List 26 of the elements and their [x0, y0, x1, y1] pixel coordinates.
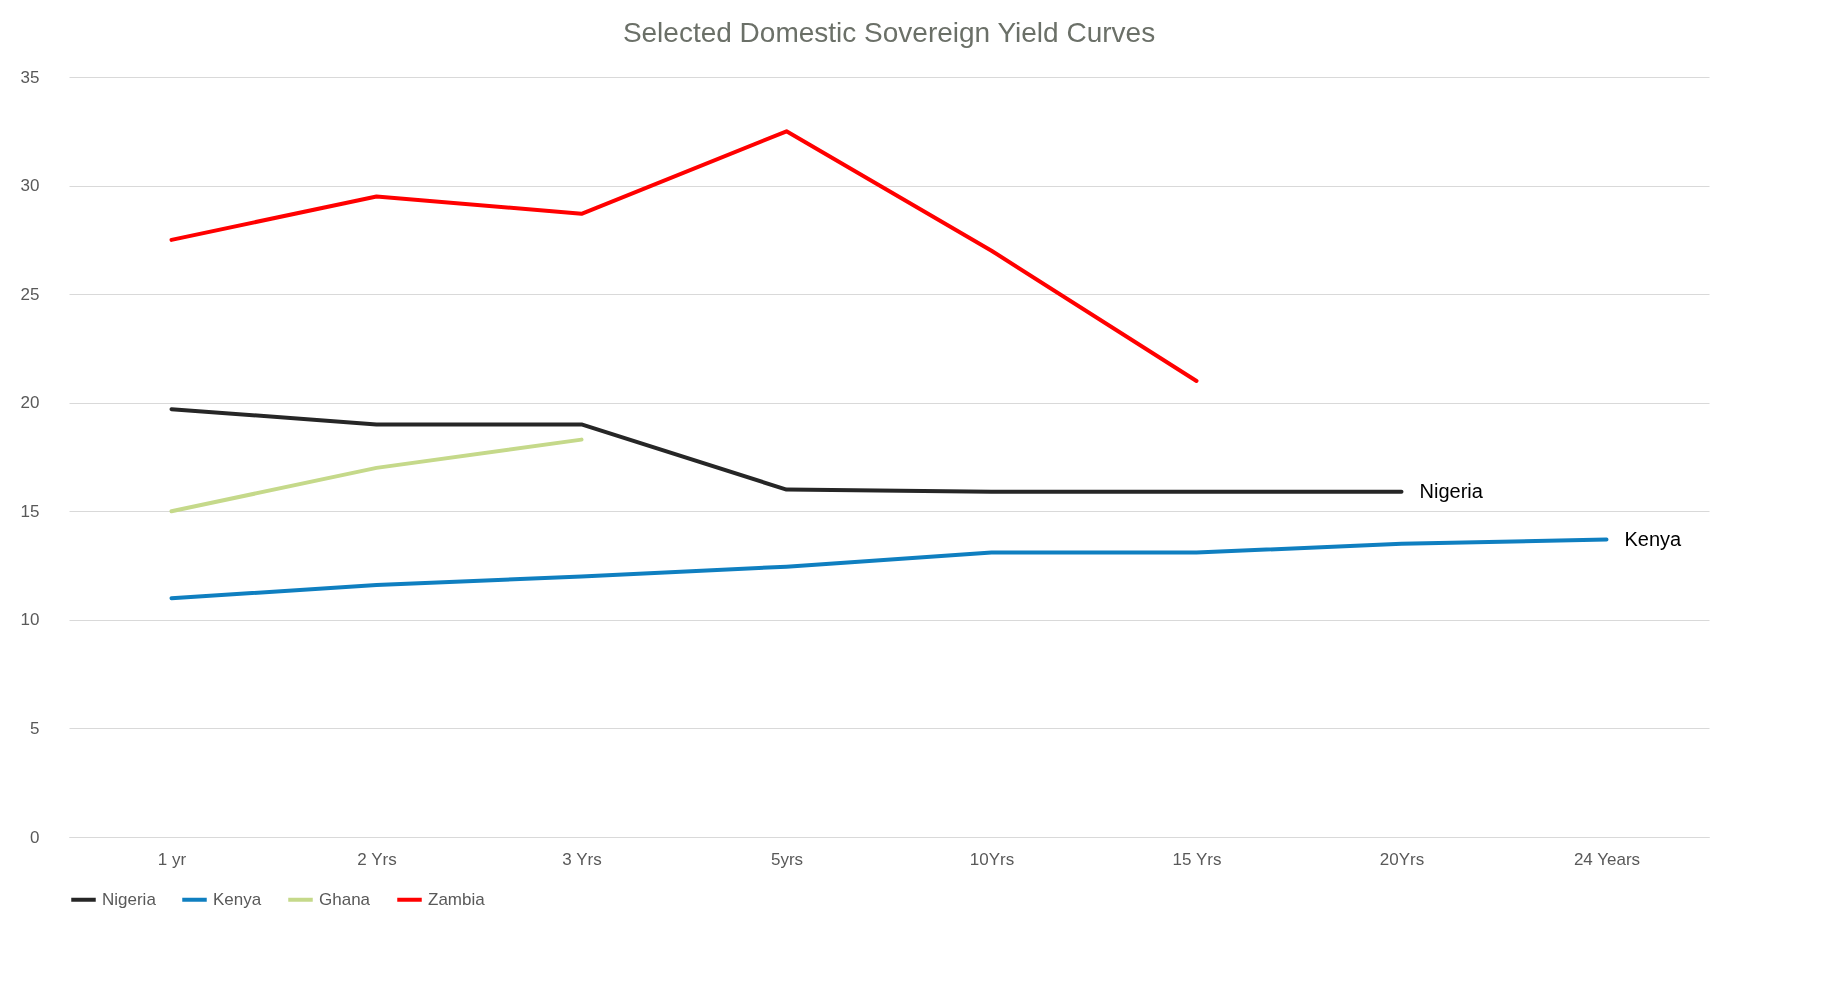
y-tick-label: 30 — [20, 176, 40, 196]
annotation: Kenya — [1624, 527, 1683, 550]
y-tick-label: 20 — [20, 393, 40, 413]
legend-label: Kenya — [213, 889, 262, 909]
y-tick-label: 35 — [20, 67, 40, 87]
x-tick-label: 3 Yrs — [562, 849, 602, 869]
line-series — [169, 129, 1199, 383]
x-tick-label: 2 Yrs — [357, 849, 397, 869]
legend-label: Nigeria — [102, 889, 157, 909]
legend-label: Zambia — [428, 889, 486, 909]
y-tick-label: 15 — [20, 501, 40, 521]
legend-label: Ghana — [319, 889, 371, 909]
line-series — [169, 407, 1404, 494]
x-tick-label: 24 Years — [1573, 849, 1641, 869]
x-tick-label: 15 Yrs — [1172, 849, 1222, 869]
y-tick-label: 10 — [20, 610, 40, 630]
x-tick-label: 1 yr — [157, 849, 187, 869]
x-tick-label: 5yrs — [770, 849, 804, 869]
chart-title: Selected Domestic Sovereign Yield Curves — [622, 17, 1156, 48]
y-tick-label: 25 — [20, 284, 40, 304]
x-tick-label: 20Yrs — [1379, 849, 1425, 869]
y-tick-label: 0 — [30, 827, 40, 847]
line-series — [169, 537, 1609, 601]
x-tick-label: 10Yrs — [969, 849, 1015, 869]
annotation: Nigeria — [1419, 479, 1484, 502]
y-tick-label: 5 — [30, 718, 40, 738]
